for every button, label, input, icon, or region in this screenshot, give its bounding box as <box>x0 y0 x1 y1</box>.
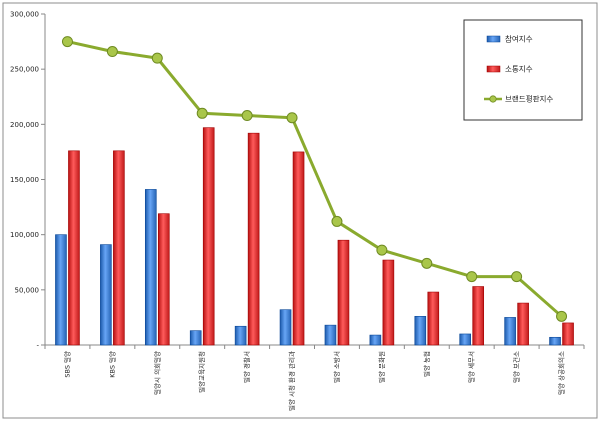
legend-label-2: 브랜드평판지수 <box>505 94 553 104</box>
x-category-label-3: 밀양교육지원청 <box>197 351 206 393</box>
bar-participation-7 <box>369 334 382 346</box>
y-tick-label: 50,000 <box>15 286 40 294</box>
bar-communication-11 <box>562 322 574 346</box>
bar-participation-8 <box>414 316 427 346</box>
bar-communication-8 <box>427 291 440 346</box>
bar-participation-0 <box>55 234 67 346</box>
x-category-label-9: 밀양 세무서 <box>467 351 476 383</box>
y-tick-label: 100,000 <box>10 231 39 239</box>
brand-reputation-point-7 <box>376 244 388 256</box>
x-category-label-1: KBS 밀양 <box>108 351 116 378</box>
legend-label-1: 소통지수 <box>505 65 533 74</box>
y-tick-label: 300,000 <box>10 11 39 19</box>
bar-participation-9 <box>459 333 472 346</box>
x-category-label-11: 밀양 상공회의소 <box>557 351 566 395</box>
bar-communication-5 <box>292 151 305 346</box>
legend-swatch-1 <box>486 65 501 73</box>
bar-communication-1 <box>113 150 125 346</box>
bar-communication-9 <box>472 286 485 346</box>
brand-reputation-point-6 <box>331 215 343 227</box>
x-category-label-6: 밀양 소방서 <box>332 351 341 383</box>
bar-communication-6 <box>337 239 350 346</box>
bar-communication-3 <box>202 127 215 346</box>
brand-reputation-point-9 <box>466 271 478 283</box>
legend-marker-swatch <box>489 95 497 103</box>
bar-communication-4 <box>247 132 260 346</box>
bar-participation-2 <box>144 189 157 346</box>
brand-reputation-point-2 <box>151 52 163 64</box>
bar-participation-11 <box>549 336 561 346</box>
legend-label-0: 참여지수 <box>505 34 533 44</box>
brand-reputation-point-11 <box>556 310 568 322</box>
legend-box <box>463 19 583 121</box>
x-category-label-5: 밀양 시청 환경 관리과 <box>287 351 296 411</box>
brand-reputation-point-4 <box>241 110 253 122</box>
bar-participation-10 <box>504 317 516 346</box>
bar-participation-3 <box>189 330 202 346</box>
bars-group <box>55 127 574 346</box>
bar-communication-0 <box>68 150 80 346</box>
y-tick-label: - <box>36 342 39 350</box>
y-tick-label: 150,000 <box>10 176 39 184</box>
brand-reputation-line <box>67 40 563 318</box>
x-category-label-10: 밀양 보건소 <box>512 351 521 383</box>
brand-reputation-point-10 <box>511 271 523 283</box>
brand-reputation-point-1 <box>106 46 118 58</box>
x-category-label-0: SBS 밀양 <box>63 351 71 378</box>
y-tick-label: 250,000 <box>10 66 39 74</box>
x-category-label-4: 밀양 경찰서 <box>242 351 251 383</box>
x-category-label-8: 밀양 농협 <box>422 351 431 377</box>
x-tick-labels: SBS 밀양 KBS 밀양 밀양시 의회밀양 밀양교육지원청 밀양 경찰서 밀양 시청 환… <box>63 351 565 411</box>
line-series-group <box>61 36 568 322</box>
bar-communication-10 <box>517 302 529 346</box>
bar-participation-5 <box>279 309 292 346</box>
x-category-label-7: 밀양 문화원 <box>377 351 386 383</box>
legend-swatch-0 <box>486 35 501 43</box>
x-category-label-2: 밀양시 의회밀양 <box>152 351 161 395</box>
bar-communication-2 <box>157 213 170 346</box>
bar-participation-6 <box>324 324 337 346</box>
brand-reputation-point-8 <box>421 257 433 269</box>
y-tick-label: 200,000 <box>10 121 39 129</box>
y-ticks: - 50,000 100,000 150,000 200,000 250,000 300,0… <box>10 11 585 350</box>
bar-communication-7 <box>382 259 395 346</box>
bar-participation-1 <box>100 244 112 346</box>
brand-reputation-point-3 <box>196 107 208 119</box>
bar-participation-4 <box>234 325 247 346</box>
brand-reputation-point-0 <box>61 36 73 48</box>
brand-reputation-point-5 <box>286 112 298 124</box>
